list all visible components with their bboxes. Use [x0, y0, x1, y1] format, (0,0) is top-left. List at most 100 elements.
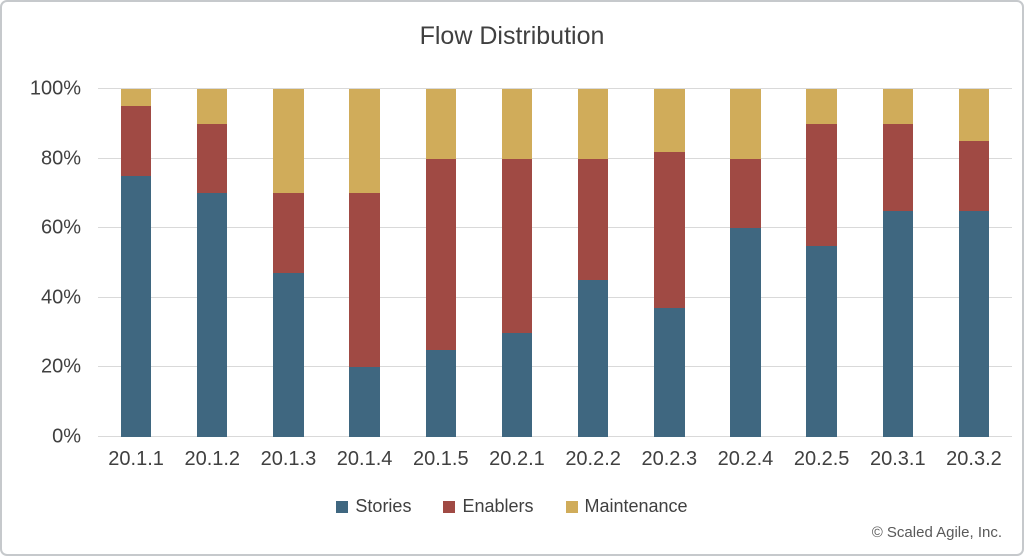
- stacked-bar: [197, 89, 228, 437]
- category-band: [860, 89, 936, 437]
- x-axis-tick-label: 20.1.3: [260, 448, 317, 470]
- bar-segment-stories: [273, 273, 304, 437]
- gridline: [98, 436, 1012, 437]
- y-axis-tick-label: 40%: [40, 286, 81, 309]
- legend-swatch-icon: [336, 500, 349, 513]
- plot-area: 0% 20% 40% 60% 80% 100% 20.1.1 20.1.2 20.1.3 20.1…: [30, 78, 1012, 470]
- bar-segment-maintenance: [882, 89, 914, 124]
- x-axis-tick-label: 20.1.4: [336, 448, 393, 470]
- chart-title: Flow Distribution: [419, 22, 605, 50]
- bar-segment-enablers: [806, 123, 837, 246]
- x-axis-tick-label: 20.3.2: [946, 448, 1002, 470]
- category-band: [555, 89, 631, 437]
- bar-segment-stories: [425, 350, 456, 437]
- copyright-text: © Scaled Agile, Inc.: [871, 524, 1002, 541]
- x-axis-labels: 20.1.1 20.1.2 20.1.3 20.1.4 20.1.5 20.2.1 20.2…: [98, 448, 1012, 471]
- x-axis-tick-label: 20.3.1: [870, 448, 926, 470]
- legend-label: Enablers: [462, 496, 534, 516]
- bar-segment-enablers: [425, 158, 456, 350]
- legend-swatch-icon: [443, 500, 456, 513]
- bar-segment-stories: [501, 332, 533, 437]
- bar-segment-enablers: [197, 123, 228, 194]
- x-axis-tick-label: 20.2.3: [641, 448, 698, 470]
- stacked-bar: [577, 89, 609, 437]
- x-axis-tick-label: 20.1.2: [184, 448, 241, 470]
- category-band: [327, 89, 403, 437]
- x-axis-tick-label: 20.2.5: [793, 448, 850, 470]
- bar-segment-maintenance: [806, 89, 837, 124]
- y-axis-tick-label: 20%: [40, 355, 81, 378]
- category-band: [174, 89, 250, 437]
- x-axis-tick-label: 20.2.1: [489, 448, 545, 470]
- stacked-bar: [730, 89, 761, 437]
- y-axis-tick-label: 60%: [40, 216, 81, 239]
- bar-segment-stories: [120, 176, 152, 437]
- legend-item-enablers: Enablers: [443, 496, 534, 517]
- bar-segment-enablers: [349, 193, 380, 368]
- gridline: [98, 88, 1012, 89]
- legend-label: Stories: [355, 496, 412, 516]
- stacked-bar: [273, 89, 304, 437]
- stacked-bar: [349, 89, 380, 437]
- stacked-bar: [958, 89, 990, 437]
- legend-swatch-icon: [565, 500, 578, 513]
- y-axis-tick-label: 80%: [40, 147, 81, 170]
- gridline: [98, 157, 1012, 159]
- stacked-bar: [882, 89, 914, 437]
- legend-label: Maintenance: [584, 496, 688, 516]
- y-axis-tick-label: 0%: [52, 425, 81, 448]
- bar-segment-enablers: [958, 141, 990, 211]
- bar-segment-enablers: [501, 158, 533, 333]
- stacked-bar: [654, 89, 685, 437]
- category-band: [707, 89, 783, 437]
- bar-segment-maintenance: [349, 89, 380, 194]
- x-axis-tick-label: 20.2.4: [717, 448, 774, 470]
- bar-segment-enablers: [120, 106, 152, 176]
- bar-segment-maintenance: [197, 89, 228, 124]
- bar-segment-stories: [577, 280, 609, 437]
- bar-segment-enablers: [730, 158, 761, 229]
- bar-segment-maintenance: [120, 89, 152, 107]
- stacked-bar: [425, 89, 456, 437]
- stacked-bar: [806, 89, 837, 437]
- bar-segment-stories: [197, 193, 228, 437]
- bar-segment-stories: [654, 308, 685, 437]
- category-band: [631, 89, 707, 437]
- bar-segment-maintenance: [730, 89, 761, 159]
- category-band: [479, 89, 555, 437]
- category-band: [936, 89, 1012, 437]
- bar-segment-maintenance: [654, 89, 685, 152]
- bar-segment-enablers: [882, 123, 914, 211]
- bar-segment-maintenance: [501, 89, 533, 159]
- x-axis-tick-label: 20.1.5: [412, 448, 469, 470]
- gridline: [98, 296, 1012, 298]
- bar-segment-stories: [349, 367, 380, 437]
- gridline: [98, 366, 1012, 368]
- y-axis-tick-label: 100%: [29, 77, 81, 100]
- stacked-bar: [120, 89, 152, 437]
- legend-item-maintenance: Maintenance: [565, 496, 688, 517]
- bar-segment-stories: [730, 228, 761, 437]
- bar-segment-stories: [806, 245, 837, 437]
- category-band: [784, 89, 860, 437]
- x-axis-tick-label: 20.1.1: [108, 448, 164, 470]
- category-band: [403, 89, 479, 437]
- legend: Stories Enablers Maintenance: [2, 496, 1022, 517]
- bar-segment-maintenance: [577, 89, 609, 159]
- bar-segment-maintenance: [425, 89, 456, 159]
- bar-series-container: [98, 89, 1012, 437]
- bar-segment-maintenance: [273, 89, 304, 194]
- gridline: [98, 227, 1012, 229]
- stacked-bar: [501, 89, 533, 437]
- x-axis-tick-label: 20.2.2: [565, 448, 621, 470]
- legend-item-stories: Stories: [336, 496, 411, 517]
- bar-segment-enablers: [654, 151, 685, 309]
- bar-segment-maintenance: [958, 89, 990, 142]
- bar-segment-enablers: [273, 193, 304, 274]
- category-band: [98, 89, 174, 437]
- bar-segment-enablers: [577, 158, 609, 281]
- bar-segment-stories: [958, 210, 990, 437]
- bar-segment-stories: [882, 210, 914, 437]
- category-band: [250, 89, 326, 437]
